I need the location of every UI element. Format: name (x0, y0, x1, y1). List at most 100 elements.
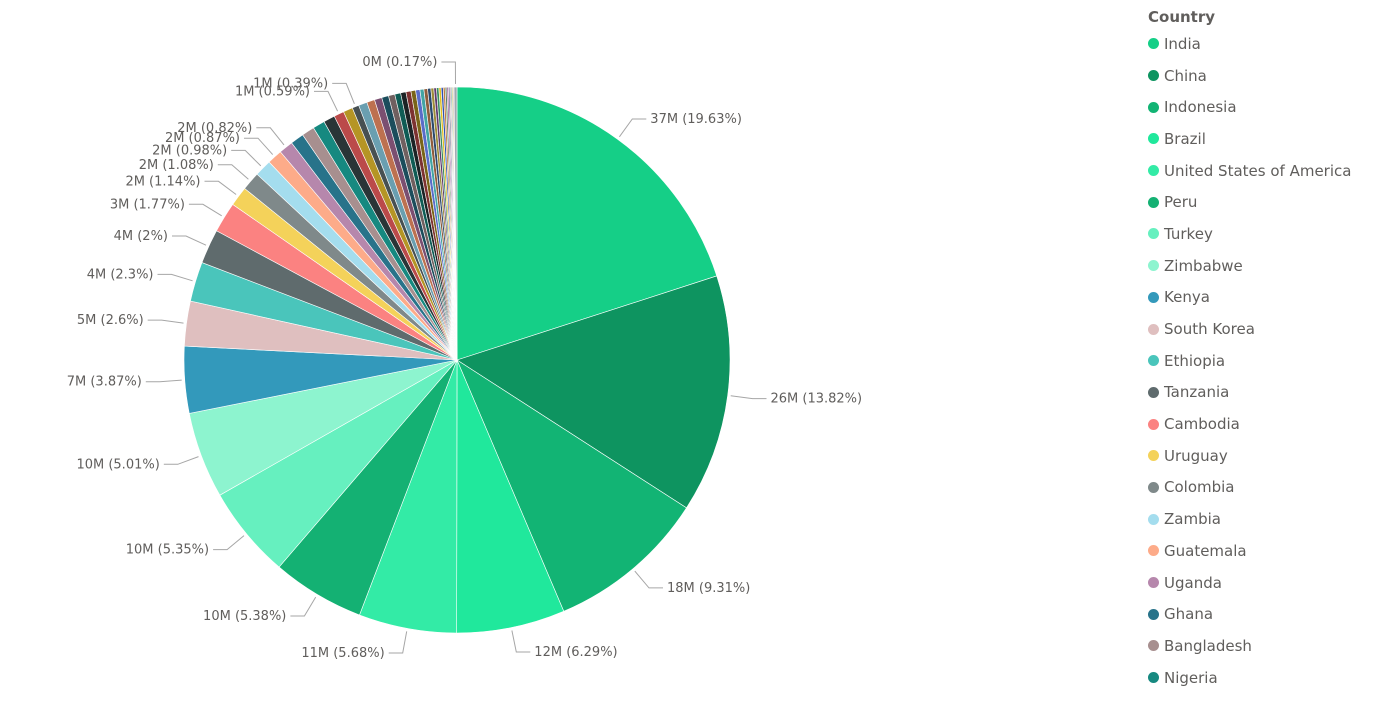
legend-item[interactable]: Bangladesh (1148, 630, 1383, 662)
legend-label: Uruguay (1164, 446, 1228, 465)
legend: Country India China Indonesia Brazil United … (1148, 6, 1383, 693)
data-label-3: 12M (6.29%) (534, 645, 617, 660)
data-label-2: 18M (9.31%) (667, 581, 750, 596)
legend-marker-icon (1148, 323, 1159, 335)
legend-item[interactable]: India (1148, 28, 1383, 60)
legend-item[interactable]: Ghana (1148, 598, 1383, 630)
leader-line-16 (244, 137, 274, 155)
legend-label: Tanzania (1164, 383, 1230, 402)
legend-item[interactable]: Zimbabwe (1148, 250, 1383, 282)
data-labels: 37M (19.63%) 26M (13.82%) 18M (9.31%) 12M (… (67, 55, 862, 661)
legend-marker-icon (1148, 386, 1159, 398)
legend-label: Nigeria (1164, 668, 1218, 687)
legend-label: Colombia (1164, 478, 1235, 497)
legend-item[interactable]: China (1148, 60, 1383, 92)
legend-label: Guatemala (1164, 541, 1247, 560)
legend-marker-icon (1148, 577, 1159, 589)
legend-item[interactable]: Cambodia (1148, 408, 1383, 440)
legend-marker-icon (1148, 481, 1159, 493)
legend-item[interactable]: Uganda (1148, 567, 1383, 599)
legend-marker-icon (1148, 450, 1159, 462)
legend-item[interactable]: South Korea (1148, 313, 1383, 345)
leader-line-51 (441, 61, 456, 85)
legend-item[interactable]: Colombia (1148, 472, 1383, 504)
leader-line-10 (157, 273, 193, 282)
legend-marker-icon (1148, 228, 1159, 240)
leader-line-3 (511, 630, 531, 653)
legend-item[interactable]: Zambia (1148, 503, 1383, 535)
leader-line-14 (217, 164, 249, 180)
data-label-5: 10M (5.38%) (203, 609, 286, 624)
data-label-14: 2M (1.08%) (139, 158, 214, 173)
pie-slice-0[interactable] (456, 86, 718, 361)
legend-label: Cambodia (1164, 415, 1240, 434)
legend-marker-icon (1148, 672, 1159, 684)
leader-line-17 (256, 127, 285, 146)
data-label-11: 4M (2%) (114, 229, 168, 244)
leader-line-9 (147, 319, 184, 324)
legend-item[interactable]: Peru (1148, 186, 1383, 218)
pie-slices (183, 86, 731, 634)
legend-title: Country (1148, 8, 1216, 26)
data-label-4: 11M (5.68%) (301, 646, 384, 661)
legend-marker-icon (1148, 260, 1159, 272)
legend-label: India (1164, 34, 1201, 53)
legend-item[interactable]: United States of America (1148, 155, 1383, 187)
leader-line-1 (730, 395, 767, 400)
data-label-13: 2M (1.14%) (125, 174, 200, 189)
pie-slice-2[interactable] (456, 359, 687, 612)
pie-chart: 37M (19.63%) 26M (13.82%) 18M (9.31%) 12M (… (67, 55, 862, 661)
pie-slice-1[interactable] (456, 275, 731, 509)
legend-label: Bangladesh (1164, 636, 1252, 655)
legend-label: Ghana (1164, 605, 1214, 624)
leader-line-15 (231, 149, 262, 167)
legend-marker-icon (1148, 101, 1159, 113)
legend-item[interactable]: Turkey (1148, 218, 1383, 250)
legend-item[interactable]: Nigeria (1148, 662, 1383, 694)
data-label-9: 5M (2.6%) (77, 313, 144, 328)
legend-label: Kenya (1164, 288, 1210, 307)
leader-line-2 (634, 570, 663, 589)
legend-label: Ethiopia (1164, 351, 1226, 370)
leader-line-8 (145, 379, 182, 383)
legend-item[interactable]: Ethiopia (1148, 345, 1383, 377)
data-label-12: 3M (1.77%) (110, 197, 185, 212)
legend-label: Brazil (1164, 129, 1206, 148)
legend-label: Turkey (1164, 224, 1213, 243)
legend-item[interactable]: Brazil (1148, 123, 1383, 155)
leader-line-22 (314, 90, 339, 112)
legend-marker-icon (1148, 291, 1159, 303)
data-label-0: 37M (19.63%) (650, 112, 742, 127)
data-label-1: 26M (13.82%) (771, 392, 863, 407)
legend-marker-icon (1148, 38, 1159, 50)
data-label-51: 0M (0.17%) (362, 55, 437, 70)
legend-label: China (1164, 66, 1207, 85)
legend-item[interactable]: Kenya (1148, 282, 1383, 314)
data-label-24: 1M (0.39%) (253, 76, 328, 91)
data-label-16: 2M (0.87%) (165, 131, 240, 146)
legend-marker-icon (1148, 608, 1159, 620)
leader-line-0 (618, 118, 647, 138)
legend-item[interactable]: Tanzania (1148, 377, 1383, 409)
legend-label: Zambia (1164, 510, 1221, 529)
legend-marker-icon (1148, 513, 1159, 525)
leader-line-13 (204, 180, 237, 195)
leader-line-4 (388, 631, 408, 654)
legend-marker-icon (1148, 418, 1159, 430)
data-label-15: 2M (0.98%) (152, 143, 227, 158)
legend-item[interactable]: Uruguay (1148, 440, 1383, 472)
leader-line-24 (332, 82, 355, 104)
leader-line-6 (213, 535, 245, 551)
legend-marker-icon (1148, 133, 1159, 145)
data-label-22: 1M (0.59%) (235, 84, 310, 99)
leader-line-11 (172, 235, 207, 246)
legend-item[interactable]: Indonesia (1148, 91, 1383, 123)
legend-item[interactable]: Guatemala (1148, 535, 1383, 567)
legend-marker-icon (1148, 355, 1159, 367)
legend-marker-icon (1148, 640, 1159, 652)
legend-label: Zimbabwe (1164, 256, 1243, 275)
legend-label: South Korea (1164, 320, 1255, 339)
pie-slice-51[interactable] (453, 86, 458, 361)
legend-label: Uganda (1164, 573, 1222, 592)
legend-marker-icon (1148, 196, 1159, 208)
